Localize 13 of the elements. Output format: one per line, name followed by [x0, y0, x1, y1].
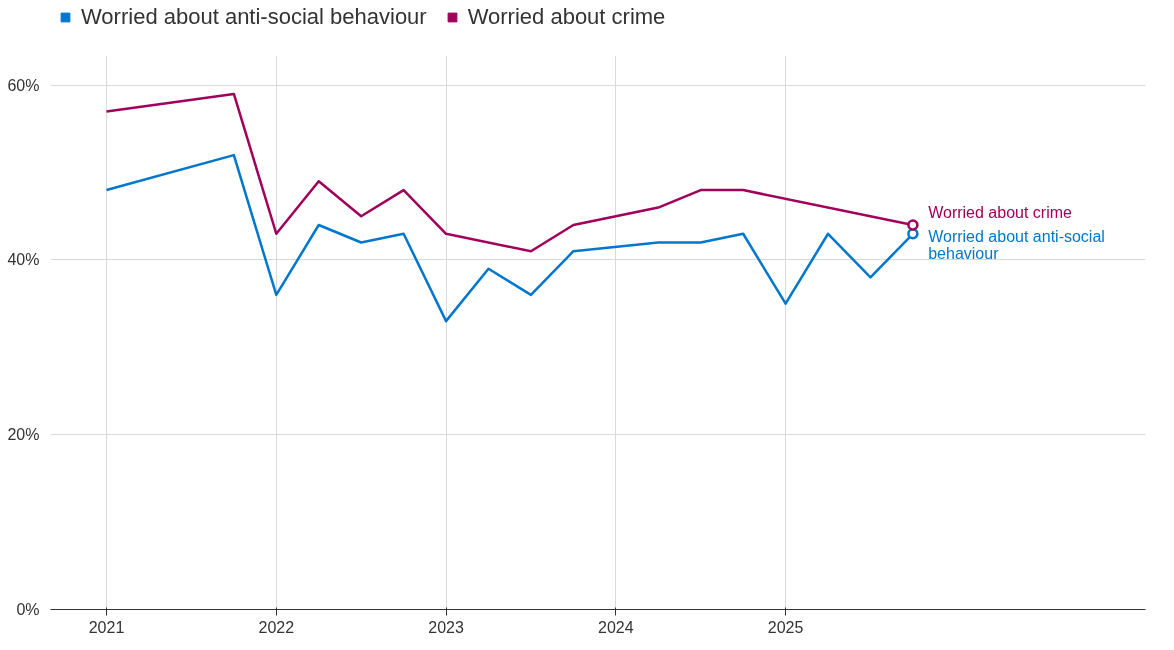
x-tick-label: 2024	[598, 618, 634, 636]
y-tick-label: 0%	[16, 601, 40, 618]
y-tick-label: 40%	[7, 251, 40, 269]
text: Worried about anti-social behaviour	[928, 227, 1105, 262]
legend-label: Worried about anti-social behaviour	[81, 4, 427, 30]
y-tick-label: 20%	[7, 426, 40, 444]
x-tick-label: 2025	[767, 618, 804, 636]
text: Worried about crime	[928, 204, 1072, 222]
legend-label: Worried about crime	[467, 4, 666, 30]
x-tick-label: 2022	[258, 618, 295, 636]
x-tick-label: 2023	[428, 618, 464, 636]
y-tick-label: 60%	[7, 76, 40, 94]
x-tick-label: 2021	[88, 618, 125, 636]
